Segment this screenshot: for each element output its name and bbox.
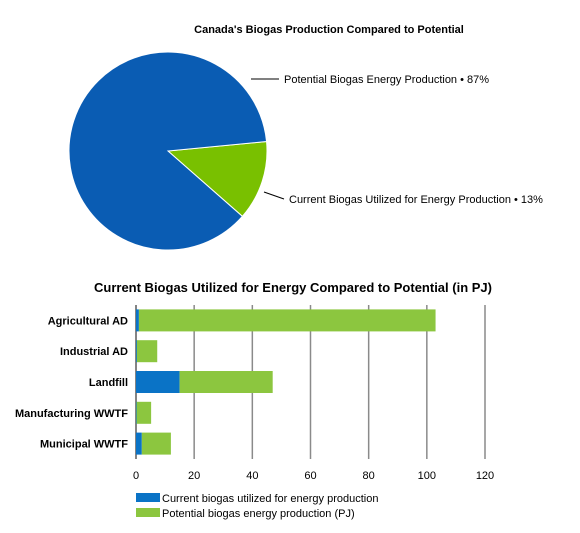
x-tick-label: 20	[188, 470, 200, 482]
x-tick-label: 120	[476, 470, 494, 482]
bar-potential	[179, 371, 273, 393]
legend-swatch-potential	[136, 508, 160, 517]
bar-chart-x-axis-ticks: 0 20 40 60 80 100 120	[133, 470, 494, 482]
legend-label-current: Current biogas utilized for energy produ…	[162, 493, 378, 505]
bar-chart-bars	[136, 309, 436, 455]
bar-current	[136, 340, 137, 363]
legend-label-potential: Potential biogas energy production (PJ)	[162, 508, 355, 520]
bar-potential	[138, 309, 436, 332]
bar-potential	[136, 340, 158, 363]
x-tick-label: 0	[133, 470, 139, 482]
pie-leader-line-current	[263, 191, 285, 200]
bar-current	[136, 371, 180, 393]
pie-slice-potential	[68, 51, 268, 251]
category-label: Manufacturing WWTF	[15, 408, 128, 420]
pie-label-current: Current Biogas Utilized for Energy Produ…	[289, 194, 543, 206]
x-tick-label: 100	[418, 470, 436, 482]
pie-label-potential: Potential Biogas Energy Production • 87%	[284, 74, 489, 86]
category-label: Municipal WWTF	[40, 439, 128, 451]
bar-chart-title: Current Biogas Utilized for Energy Compa…	[94, 280, 492, 295]
legend-swatch-current	[136, 493, 160, 502]
bar-potential	[136, 401, 152, 424]
bar-potential	[141, 432, 171, 455]
x-tick-label: 40	[246, 470, 258, 482]
category-label: Industrial AD	[60, 346, 128, 358]
category-label: Landfill	[89, 377, 128, 389]
x-tick-label: 80	[363, 470, 375, 482]
bar-current	[136, 432, 142, 455]
bar-chart-category-labels: Agricultural AD Industrial AD Landfill Manu…	[15, 315, 128, 450]
category-label: Agricultural AD	[48, 315, 128, 327]
pie-chart	[68, 51, 268, 251]
bar-current	[136, 309, 139, 332]
x-tick-label: 60	[304, 470, 316, 482]
bar-chart-legend: Current biogas utilized for energy produ…	[136, 493, 378, 520]
pie-slice-current	[166, 140, 268, 218]
pie-chart-title: Canada's Biogas Production Compared to P…	[194, 24, 464, 36]
bar-current	[136, 401, 137, 424]
